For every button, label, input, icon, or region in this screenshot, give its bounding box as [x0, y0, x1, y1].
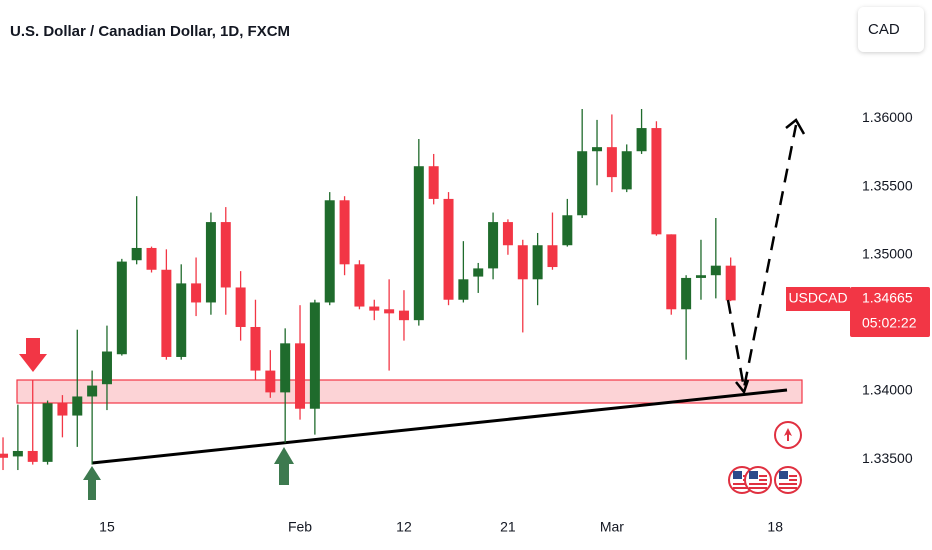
candle-body	[42, 403, 53, 462]
candle-body	[488, 222, 499, 269]
candle-body	[428, 166, 439, 199]
candle-body	[309, 302, 320, 409]
candle-body	[0, 453, 9, 458]
candle-body	[161, 269, 172, 357]
x-tick-label: 15	[99, 519, 115, 535]
x-tick-label: 12	[396, 519, 412, 535]
labels: U.S. Dollar / Canadian Dollar, 1D, FXCM …	[10, 7, 930, 535]
candle-body	[473, 268, 484, 277]
candle-body	[636, 128, 647, 152]
candle-body	[398, 310, 409, 321]
candle-body	[205, 222, 216, 303]
price-tag	[850, 287, 930, 337]
candle-body	[369, 306, 380, 311]
sell-arrow	[19, 338, 47, 372]
y-tick-label: 1.35500	[862, 177, 913, 193]
last-price: 1.34665	[862, 290, 913, 306]
price-axis: 1.33500 1.34000 1.35000 1.35500 1.36000	[862, 109, 913, 466]
candle-body	[27, 450, 38, 462]
candle-body	[695, 275, 706, 278]
candle-body	[443, 198, 454, 300]
candle-body	[12, 450, 23, 457]
candle-body	[502, 222, 513, 246]
candle-body	[339, 200, 350, 265]
x-tick-label: 18	[767, 519, 783, 535]
candle-body	[324, 200, 335, 303]
candle-body	[532, 245, 543, 280]
x-tick-label: 21	[500, 519, 516, 535]
candle-body	[101, 351, 112, 385]
candle-body	[87, 385, 98, 397]
candle-body	[280, 343, 291, 393]
candle-body	[220, 222, 231, 288]
candle-body	[577, 151, 588, 216]
buy-arrow	[274, 447, 294, 485]
y-tick-label: 1.35000	[862, 245, 913, 261]
flag-canton	[779, 471, 788, 479]
currency-button[interactable]	[858, 7, 924, 52]
maple-leaf	[784, 428, 792, 441]
buy-arrow	[83, 466, 101, 500]
candle-body	[458, 279, 469, 300]
candle-body	[72, 396, 83, 416]
projection-arrowhead	[785, 118, 806, 135]
candle-body	[725, 265, 736, 301]
candle-body	[384, 309, 395, 314]
flag-canton	[733, 471, 742, 479]
flag-stripes	[779, 475, 797, 489]
candle-body	[265, 370, 276, 393]
candle-body	[191, 283, 202, 303]
symbol-tag	[786, 287, 850, 311]
candle-body	[354, 264, 365, 307]
flag-stripes	[749, 475, 767, 489]
projection-path	[726, 124, 798, 389]
candle-body	[235, 287, 246, 327]
candle-body	[621, 151, 632, 190]
trend-line	[91, 388, 788, 465]
candle-body	[562, 215, 573, 246]
us-flag-icon	[744, 466, 772, 494]
x-tick-label: Mar	[600, 519, 624, 535]
projection-arrowhead	[735, 379, 750, 395]
y-tick-label: 1.33500	[862, 450, 913, 466]
event-icons	[728, 421, 802, 494]
currency-label[interactable]: CAD	[868, 21, 900, 38]
candle-body	[146, 247, 157, 270]
candle-body	[57, 403, 68, 416]
flag-canton	[749, 471, 758, 479]
candle-body	[116, 261, 127, 355]
plot-area	[0, 108, 806, 500]
flag-stripes	[733, 475, 751, 489]
candle-body	[250, 326, 261, 371]
y-tick-label: 1.34000	[862, 382, 913, 398]
x-tick-label: Feb	[288, 519, 312, 535]
candle-body	[547, 245, 558, 268]
candle-body	[176, 283, 187, 357]
candle-body	[592, 147, 603, 152]
chart-title: U.S. Dollar / Canadian Dollar, 1D, FXCM	[10, 23, 290, 40]
candles	[0, 108, 736, 471]
candle-body	[710, 265, 721, 276]
candle-body	[666, 234, 677, 310]
y-tick-label: 1.36000	[862, 109, 913, 125]
candle-body	[651, 128, 662, 235]
support-zone	[16, 379, 803, 404]
candle-body	[413, 166, 424, 321]
candle-body	[681, 277, 692, 310]
symbol-label: USDCAD	[788, 290, 847, 306]
us-flag-icon	[774, 466, 802, 494]
candle-body	[517, 245, 528, 280]
candle-body	[295, 343, 306, 409]
candle-body	[131, 247, 142, 261]
candle-body	[606, 147, 617, 178]
bar-countdown: 05:02:22	[862, 315, 917, 331]
